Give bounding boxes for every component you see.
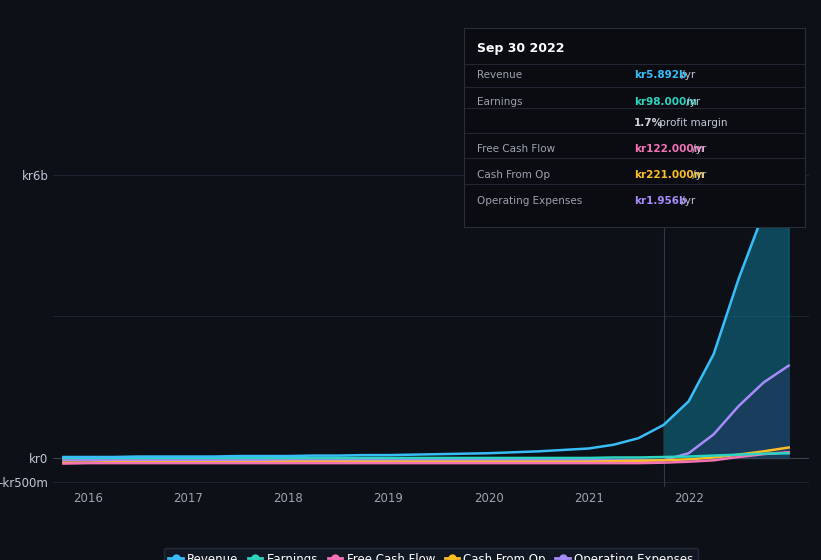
Text: Earnings: Earnings	[478, 96, 523, 106]
Text: profit margin: profit margin	[656, 119, 727, 128]
Text: /yr: /yr	[683, 96, 700, 106]
Legend: Revenue, Earnings, Free Cash Flow, Cash From Op, Operating Expenses: Revenue, Earnings, Free Cash Flow, Cash …	[163, 548, 699, 560]
Text: 1.7%: 1.7%	[635, 119, 663, 128]
Text: Revenue: Revenue	[478, 70, 523, 80]
Text: kr1.956b: kr1.956b	[635, 196, 686, 206]
Text: /yr: /yr	[678, 196, 695, 206]
Text: Free Cash Flow: Free Cash Flow	[478, 144, 556, 155]
Text: kr5.892b: kr5.892b	[635, 70, 686, 80]
Text: Sep 30 2022: Sep 30 2022	[478, 42, 565, 55]
Text: /yr: /yr	[689, 144, 706, 155]
Text: /yr: /yr	[678, 70, 695, 80]
Text: Operating Expenses: Operating Expenses	[478, 196, 583, 206]
Text: kr122.000m: kr122.000m	[635, 144, 704, 155]
Text: Cash From Op: Cash From Op	[478, 170, 551, 180]
Text: kr98.000m: kr98.000m	[635, 96, 697, 106]
Text: kr221.000m: kr221.000m	[635, 170, 704, 180]
Text: /yr: /yr	[689, 170, 706, 180]
